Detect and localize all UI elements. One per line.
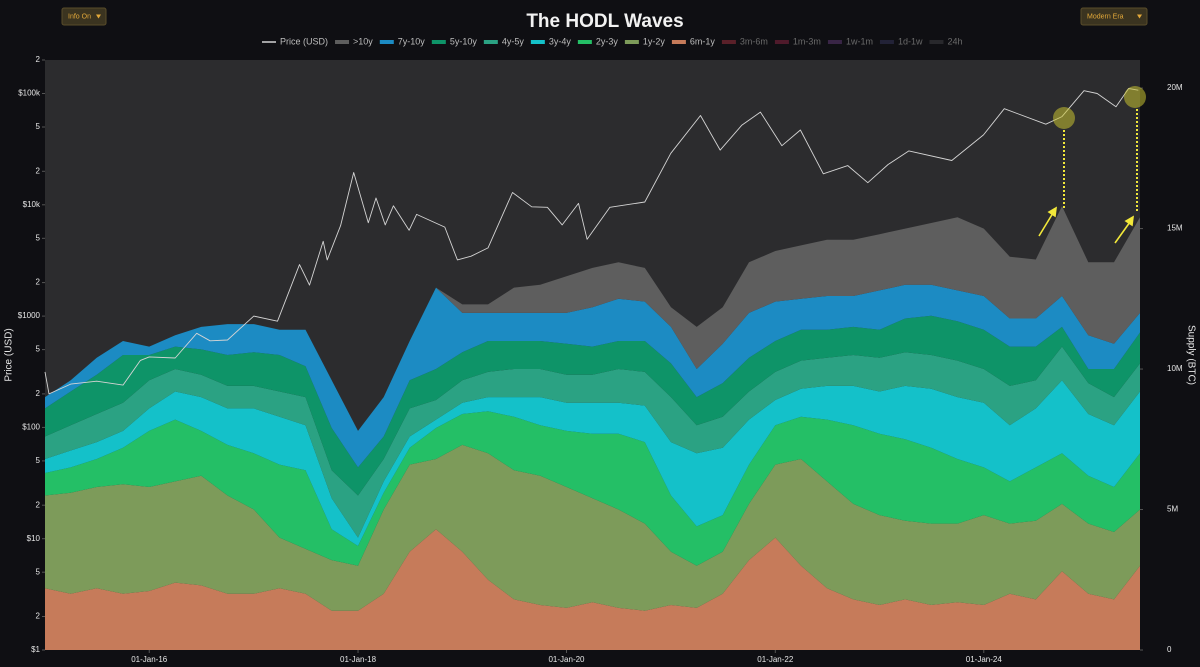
y-tick-label: 5: [36, 345, 41, 354]
y-tick-label: 2: [36, 278, 41, 287]
y-tick-label: 5: [36, 122, 41, 131]
wave-area: [45, 380, 1140, 546]
y2-axis-title: Supply (BTC): [1185, 325, 1196, 385]
y-tick-label: 2: [36, 166, 41, 175]
y-tick-label: $100k: [18, 89, 41, 98]
button-label: Info On: [68, 13, 91, 20]
legend-swatch: [335, 40, 350, 44]
price-line: [44, 88, 1139, 395]
legend-item[interactable]: 4y-5y: [483, 36, 525, 46]
annotations: [1038, 86, 1146, 244]
wave-area: [45, 206, 1140, 431]
legend-item[interactable]: 1d-1w: [879, 36, 923, 46]
legend-swatch: [929, 40, 944, 44]
legend-label: 2y-3y: [596, 36, 619, 46]
legend-swatch: [530, 40, 545, 44]
arrow: [1114, 215, 1134, 244]
y-axis-title: Price (USD): [4, 328, 15, 381]
legend-swatch: [827, 40, 842, 44]
legend-item[interactable]: 24h: [929, 36, 963, 46]
dropdown-icon: [1137, 14, 1142, 19]
y-tick-label: $10k: [23, 200, 41, 209]
y-tick-label: 2: [36, 500, 41, 509]
legend-label: 1w-1m: [846, 36, 873, 46]
button-frame: [1080, 7, 1148, 26]
legend-swatch: [431, 40, 446, 44]
legend-swatch: [483, 40, 498, 44]
legend-swatch: [774, 40, 789, 44]
legend-item[interactable]: 1m-3m: [774, 36, 821, 46]
legend: Price (USD) >10y 7y-10y 5y-10y 4y-5y 3y-4y 2y-…: [262, 36, 963, 46]
legend-item[interactable]: 7y-10y: [379, 36, 426, 46]
legend-item[interactable]: Price (USD): [262, 36, 328, 46]
era-button[interactable]: Modern Era: [1080, 7, 1148, 26]
highlight-circle: [1053, 107, 1075, 129]
legend-label: 3m-6m: [740, 36, 768, 46]
y-tick-label: 2: [36, 612, 41, 621]
y2-tick-label: 15M: [1167, 224, 1183, 233]
y-tick-label: $100: [22, 423, 40, 432]
legend-swatch: [721, 40, 736, 44]
y-tick-label: $1000: [18, 311, 41, 320]
legend-swatch: [577, 40, 592, 44]
legend-label: 1m-3m: [793, 36, 821, 46]
legend-item[interactable]: 6m-1y: [671, 36, 716, 46]
legend-item[interactable]: 5y-10y: [431, 36, 478, 46]
button-frame: [61, 7, 107, 26]
y-tick-label: 5: [36, 567, 41, 576]
x-tick-label: 01-Jan-24: [966, 655, 1003, 664]
legend-label: 1y-2y: [643, 36, 666, 46]
dropdown-icon: [96, 14, 101, 19]
wave-area: [45, 411, 1140, 566]
y2-tick-label: 5M: [1167, 505, 1178, 514]
wave-area: [45, 346, 1140, 538]
chart-title: The HODL Waves: [526, 11, 683, 32]
legend-swatch: [379, 40, 394, 44]
x-tick-label: 01-Jan-16: [131, 655, 168, 664]
legend-item[interactable]: 1y-2y: [624, 36, 666, 46]
legend-item[interactable]: 2y-3y: [577, 36, 619, 46]
y-tick-label: 2: [36, 389, 41, 398]
lines: [44, 88, 1139, 395]
y-tick-label: $10: [27, 534, 41, 543]
y-tick-label: $1: [31, 645, 40, 654]
legend-label: 7y-10y: [398, 36, 426, 46]
legend-label: 4y-5y: [502, 36, 525, 46]
legend-label: 6m-1y: [690, 36, 716, 46]
legend-swatch: [879, 40, 894, 44]
legend-item[interactable]: 1w-1m: [827, 36, 873, 46]
legend-item[interactable]: 3y-4y: [530, 36, 572, 46]
y2-tick-label: 0: [1167, 645, 1172, 654]
axes: $1 2 5 $10 2 5 $100 2 5 $1000 2 5 $10k 2 5 $100k 2 0 5M 10M…: [18, 55, 1183, 664]
wave-area: [45, 529, 1140, 650]
info-button[interactable]: Info On: [61, 7, 107, 26]
wave-area: [45, 444, 1140, 611]
y-tick-label: 5: [36, 233, 41, 242]
legend-item[interactable]: 3m-6m: [721, 36, 768, 46]
wave-area: [45, 284, 1140, 468]
y2-tick-label: 10M: [1167, 364, 1183, 373]
y-tick-label: 5: [36, 456, 41, 465]
arrow: [1038, 206, 1057, 237]
legend-label: 24h: [947, 36, 962, 46]
legend-label: 5y-10y: [450, 36, 478, 46]
x-tick-label: 01-Jan-22: [757, 655, 794, 664]
y-tick-label: 2: [36, 55, 41, 64]
x-tick-label: 01-Jan-18: [340, 655, 377, 664]
legend-label: 3y-4y: [549, 36, 572, 46]
legend-item[interactable]: >10y: [335, 36, 373, 46]
legend-swatch: [624, 40, 639, 44]
wave-area: [45, 315, 1140, 496]
legend-label: Price (USD): [280, 36, 328, 46]
button-label: Modern Era: [1087, 13, 1124, 20]
legend-label: 1d-1w: [898, 36, 923, 46]
areas: [45, 206, 1140, 650]
highlight-circle: [1124, 86, 1146, 108]
legend-label: >10y: [353, 36, 373, 46]
x-tick-label: 01-Jan-20: [548, 655, 585, 664]
y2-tick-label: 20M: [1167, 83, 1183, 92]
legend-swatch: [671, 40, 686, 44]
